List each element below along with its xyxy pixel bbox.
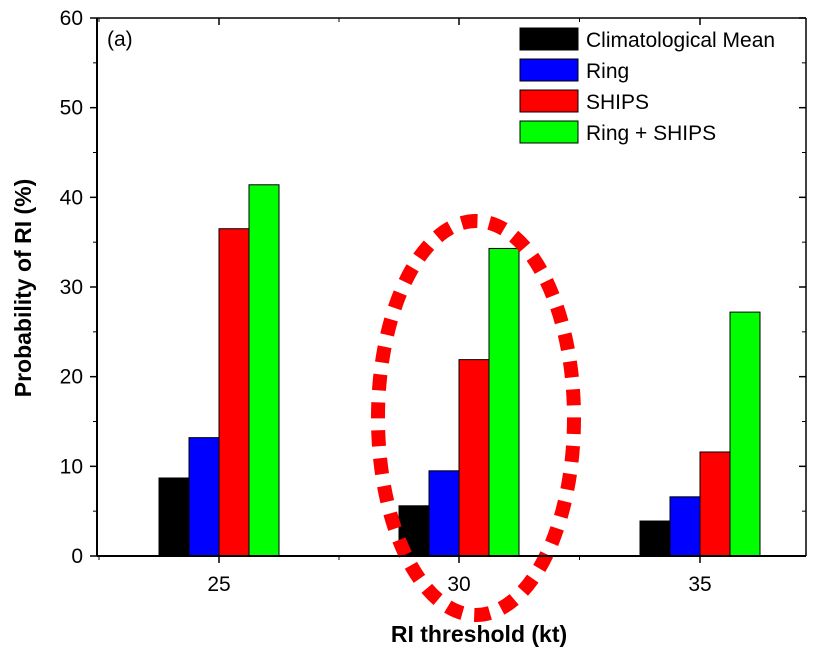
highlight-ellipse: [371, 214, 581, 622]
y-tick-label-50: 50: [60, 97, 83, 120]
legend-label-ships: SHIPS: [586, 91, 649, 114]
bar-ring-ships-35: [729, 311, 761, 557]
x-tick-label-30: 30: [447, 573, 470, 596]
legend-label-ring: Ring: [586, 60, 629, 83]
legend-label-climatological-mean: Climatological Mean: [586, 29, 775, 52]
x-axis-title: RI threshold (kt): [391, 621, 567, 647]
bar-ships-30: [458, 359, 490, 557]
y-tick-label-0: 0: [71, 545, 83, 568]
bar-climatological-mean-35: [639, 520, 671, 557]
y-axis-title: Probability of RI (%): [10, 179, 36, 398]
legend-swatch-ring-ships: [519, 120, 579, 144]
legend: Climatological Mean Ring SHIPS Ring + SHIPS: [519, 27, 775, 145]
panel-label: (a): [107, 28, 133, 51]
y-tick-label-60: 60: [60, 7, 83, 30]
bar-ring-ships-30: [488, 247, 520, 557]
y-tick-label-20: 20: [60, 366, 83, 389]
bar-ring-35: [669, 496, 701, 557]
bar-ring-25: [188, 437, 220, 557]
bar-ring-30: [428, 470, 460, 557]
bar-ships-25: [218, 228, 250, 557]
y-tick-label-10: 10: [60, 455, 83, 478]
bar-ships-35: [699, 451, 731, 557]
x-tick-label-35: 35: [688, 573, 711, 596]
y-tick-label-30: 30: [60, 276, 83, 299]
y-tick-label-40: 40: [60, 186, 83, 209]
x-tick-label-25: 25: [207, 573, 230, 596]
bars-layer: [158, 184, 761, 557]
legend-swatch-climatological-mean: [519, 27, 579, 51]
highlight-layer: [371, 214, 581, 622]
legend-swatch-ring: [519, 58, 579, 82]
bar-climatological-mean-25: [158, 477, 190, 557]
legend-swatch-ships: [519, 89, 579, 113]
bar-ring-ships-25: [248, 184, 280, 557]
axes-layer: 0 10 20 30 40 50 60 25 30 35: [60, 7, 807, 596]
legend-label-ring-ships: Ring + SHIPS: [586, 122, 716, 145]
